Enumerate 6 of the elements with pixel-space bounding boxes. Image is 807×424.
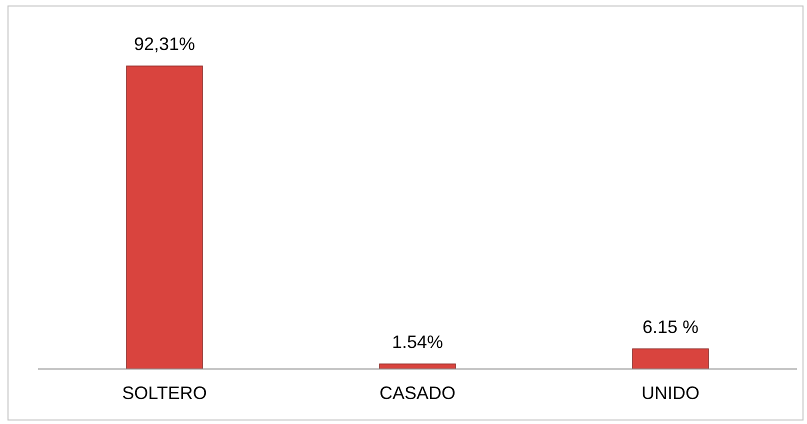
data-label: 92,31% <box>134 34 196 54</box>
x-tick-label: CASADO <box>379 383 456 403</box>
x-tick-label: UNIDO <box>642 383 700 403</box>
data-label: 1.54% <box>392 332 444 352</box>
data-label: 6.15 % <box>642 316 699 337</box>
x-tick-label: SOLTERO <box>122 383 207 403</box>
